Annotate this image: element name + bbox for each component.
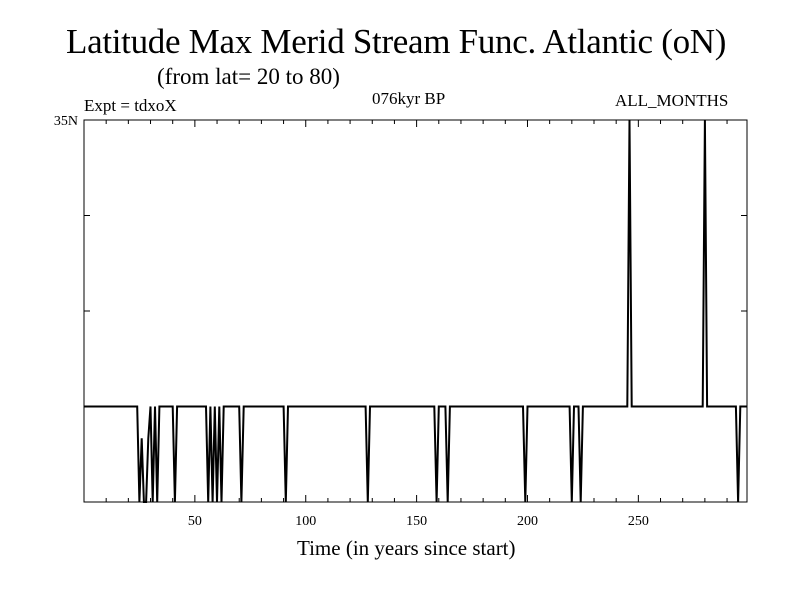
x-tick-label: 50	[188, 514, 202, 529]
x-axis-label: Time (in years since start)	[297, 536, 516, 560]
plot-frame	[83, 119, 748, 503]
x-tick-label: 250	[628, 514, 649, 529]
series-line	[84, 119, 747, 503]
chart-subtitle: (from lat= 20 to 80)	[157, 64, 340, 89]
x-tick-label: 200	[517, 514, 538, 529]
experiment-label: Expt = tdxoX	[84, 96, 177, 115]
period-label: 076kyr BP	[372, 89, 446, 108]
chart-title: Latitude Max Merid Stream Func. Atlantic…	[66, 22, 727, 61]
x-tick-label: 100	[295, 514, 316, 529]
y-tick-label: 35N	[54, 114, 78, 129]
x-tick-label: 150	[406, 514, 427, 529]
months-label: ALL_MONTHS	[615, 91, 729, 110]
